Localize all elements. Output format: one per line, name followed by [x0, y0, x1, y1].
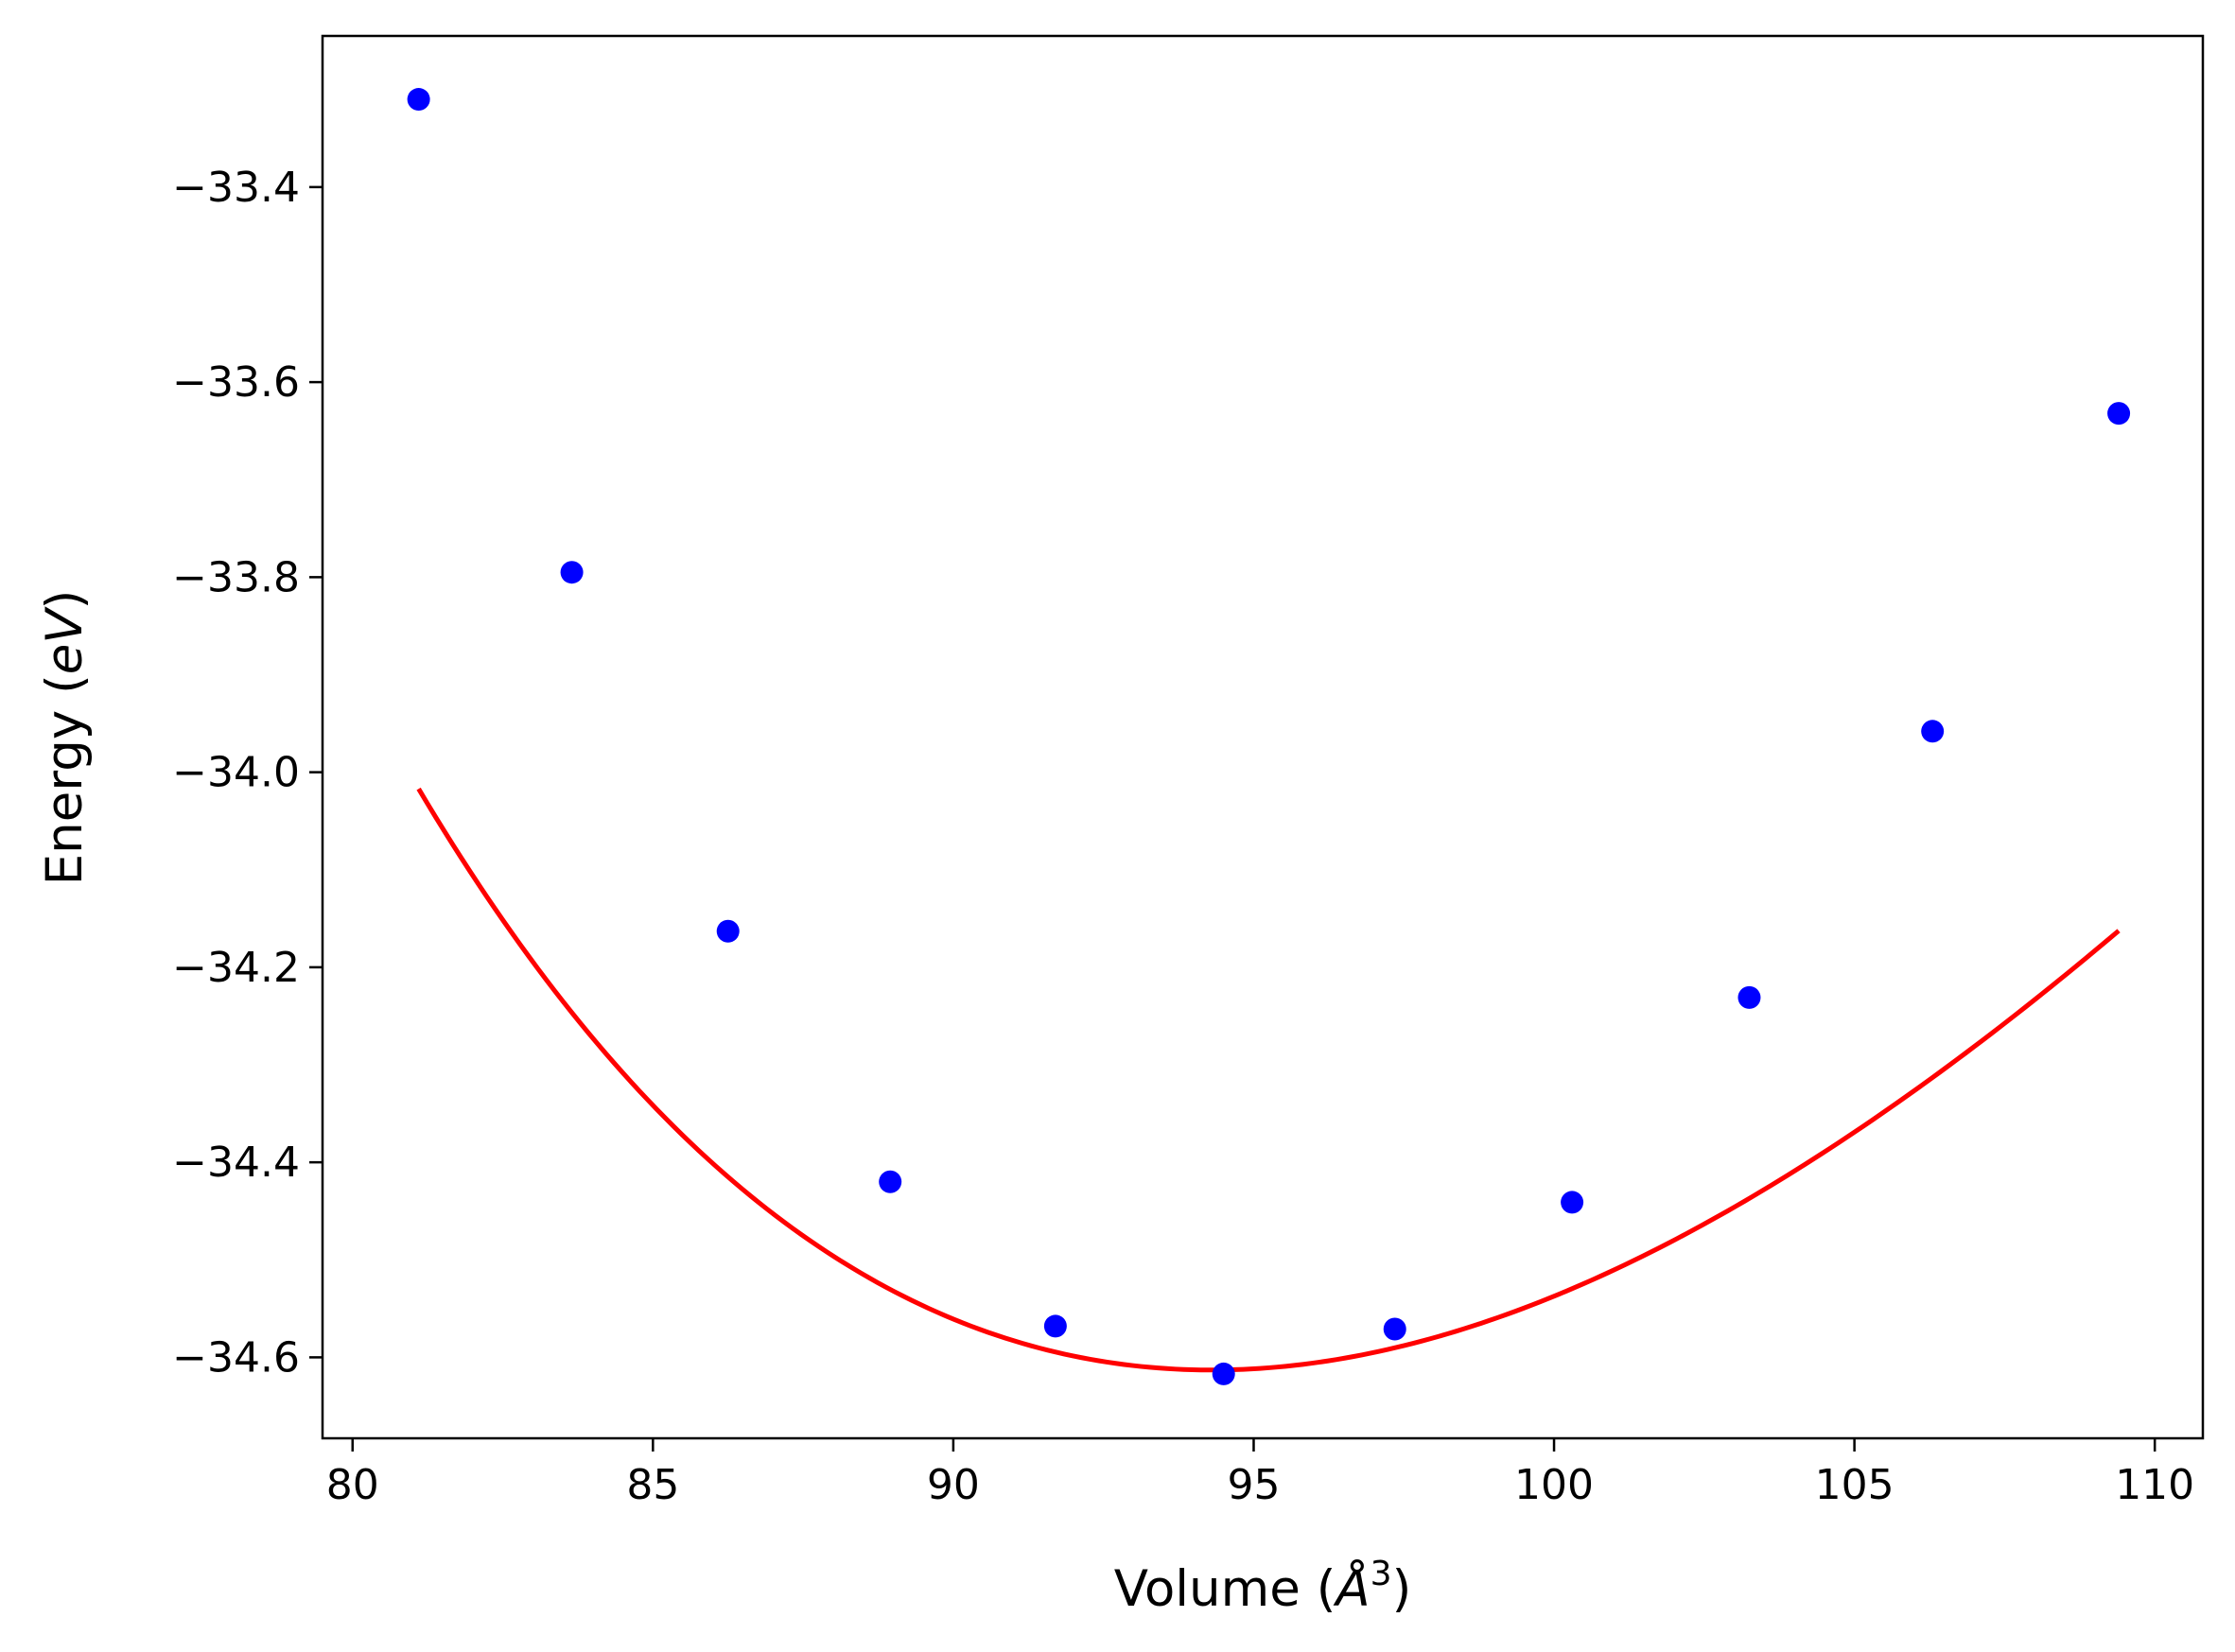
x-axis-label: Volume (Å3)	[1114, 1555, 1412, 1618]
data-point	[879, 1170, 902, 1193]
data-point	[1737, 985, 1761, 1009]
y-tick-label: −34.0	[172, 749, 300, 797]
data-point	[1921, 720, 1945, 743]
y-axis-ticks: −33.4 −33.6 −33.8 −34.0 −34.2 −34.4 −34.6	[172, 164, 323, 1382]
y-tick-label: −34.4	[172, 1139, 300, 1187]
x-axis-ticks: 80 85 90 95 100 105 110	[326, 1438, 2194, 1509]
data-point	[716, 919, 740, 943]
x-axis-label-symbol: Å	[1333, 1557, 1370, 1618]
data-point	[407, 88, 430, 112]
data-point	[2107, 402, 2131, 426]
x-tick-label: 110	[2115, 1461, 2194, 1509]
y-axis-label-close: )	[36, 590, 94, 610]
y-tick-label: −34.2	[172, 944, 300, 992]
data-point	[1561, 1191, 1584, 1214]
y-tick-label: −34.6	[172, 1333, 300, 1382]
x-axis-label-exponent: 3	[1371, 1555, 1392, 1593]
x-tick-label: 100	[1514, 1461, 1594, 1509]
fit-curve-layer	[416, 787, 2121, 1373]
y-axis-label-main: Energy (	[36, 674, 94, 885]
data-points-layer	[407, 88, 2131, 1385]
data-point	[1043, 1314, 1067, 1338]
x-tick-label: 80	[326, 1461, 379, 1509]
y-tick-label: −33.4	[172, 164, 300, 212]
fit-curve-line	[416, 787, 2121, 1373]
x-axis-label-close: )	[1392, 1560, 1412, 1618]
y-axis-label-symbol: eV	[36, 606, 94, 675]
x-axis-label-main: Volume (	[1114, 1560, 1336, 1618]
y-tick-label: −33.6	[172, 358, 300, 407]
data-point	[560, 561, 584, 584]
y-axis-label: Energy (eV)	[36, 590, 94, 886]
x-tick-label: 95	[1227, 1461, 1280, 1509]
x-tick-label: 105	[1815, 1461, 1895, 1509]
data-point	[1212, 1362, 1235, 1385]
x-tick-label: 90	[927, 1461, 980, 1509]
data-point	[1383, 1317, 1406, 1341]
plot-frame	[321, 34, 2205, 1440]
x-tick-label: 85	[626, 1461, 679, 1509]
y-tick-label: −33.8	[172, 553, 300, 601]
